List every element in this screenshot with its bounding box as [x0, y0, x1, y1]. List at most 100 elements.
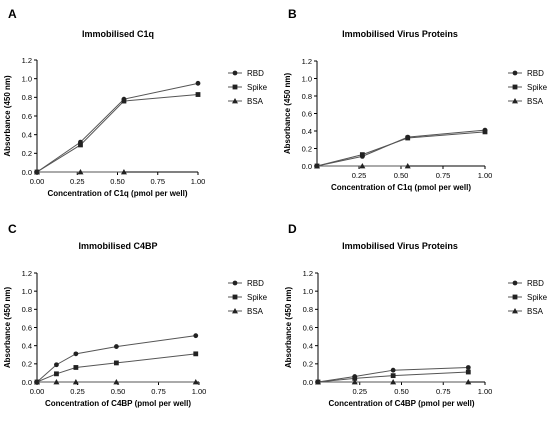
- data-point-bsa: [315, 379, 321, 385]
- data-point-rbd: [390, 367, 396, 373]
- legend-label-rbd: RBD: [527, 279, 544, 288]
- x-tick-label: 0.75: [150, 177, 165, 186]
- data-point-spike: [465, 369, 471, 375]
- y-tick-label: 1.0: [303, 287, 313, 296]
- y-tick-label: 0.6: [22, 112, 32, 121]
- x-tick-label: 0.25: [352, 171, 367, 180]
- y-tick-label: 0.6: [22, 323, 32, 332]
- y-axis-label: Absorbance (450 nm): [284, 286, 293, 368]
- legend-marker-bsa: [232, 308, 238, 314]
- series-line-spike: [36, 353, 196, 383]
- chart-panel-b: B Immobilised Virus Proteins 0.0 0.2 0.4 0.6 0…: [283, 7, 548, 192]
- chart-panel-d: D Immobilised Virus Proteins 0.0 0.2 0.4 0.6 0…: [284, 222, 548, 408]
- y-axis-label: Absorbance (450 nm): [283, 72, 292, 154]
- chart-title: Immobilised C1q: [82, 29, 154, 39]
- series-line-rbd: [36, 82, 199, 173]
- series-rbd: [34, 333, 199, 385]
- y-axis-label: Absorbance (450 nm): [3, 286, 12, 368]
- panel-letter: A: [8, 7, 17, 21]
- y-tick-label: 0.0: [22, 378, 32, 387]
- x-axis-label: Concentration of C1q (pmol per well): [47, 189, 187, 198]
- series-rbd: [34, 80, 201, 175]
- data-point-spike: [54, 371, 59, 377]
- data-point-rbd: [465, 365, 471, 370]
- series-line-spike: [317, 371, 469, 383]
- data-point-bsa: [34, 169, 40, 175]
- data-point-bsa: [113, 379, 120, 385]
- series-spike: [314, 129, 488, 169]
- x-tick-label: 0.75: [436, 171, 451, 180]
- legend-marker-rbd: [232, 70, 238, 76]
- data-point-spike: [113, 360, 119, 366]
- series-bsa: [34, 169, 127, 175]
- y-tick-label: 0.2: [303, 360, 313, 369]
- series-line-spike: [316, 131, 486, 167]
- legend-label-rbd: RBD: [247, 69, 264, 78]
- y-tick-label: 1.0: [22, 74, 32, 83]
- data-point-bsa: [77, 169, 84, 175]
- x-tick-label: 0.25: [70, 387, 85, 396]
- legend-marker-rbd: [512, 70, 518, 76]
- y-tick-label: 0.0: [302, 162, 312, 171]
- data-point-bsa: [53, 379, 60, 385]
- legend-label-rbd: RBD: [247, 279, 264, 288]
- x-tick-label: 0.75: [436, 387, 451, 396]
- data-point-spike: [193, 351, 199, 357]
- x-tick-label: 1.00: [478, 171, 493, 180]
- chart-title: Immobilised C4BP: [78, 241, 157, 251]
- y-tick-label: 1.2: [302, 57, 312, 66]
- data-point-spike: [78, 142, 83, 148]
- legend-marker-spike: [232, 294, 238, 300]
- data-point-bsa: [314, 163, 320, 169]
- legend-marker-bsa: [512, 98, 518, 104]
- panel-letter: D: [288, 222, 297, 236]
- y-tick-label: 0.8: [22, 93, 32, 102]
- legend-label-bsa: BSA: [247, 97, 264, 106]
- data-point-bsa: [465, 379, 472, 385]
- x-axis-label: Concentration of C4BP (pmol per well): [328, 399, 474, 408]
- x-tick-label: 0.50: [111, 387, 126, 396]
- legend-marker-bsa: [232, 98, 238, 104]
- data-point-spike: [73, 365, 79, 370]
- x-tick-label: 0.25: [70, 177, 85, 186]
- x-tick-label: 0.25: [352, 387, 367, 396]
- chart-title: Immobilised Virus Proteins: [342, 241, 458, 251]
- y-tick-label: 0.0: [303, 378, 313, 387]
- y-tick-label: 0.8: [303, 305, 313, 314]
- data-point-bsa: [359, 163, 366, 169]
- legend-label-bsa: BSA: [527, 307, 544, 316]
- y-tick-label: 0.2: [22, 360, 32, 369]
- x-tick-label: 1.00: [191, 177, 206, 186]
- x-tick-label: 1.00: [478, 387, 493, 396]
- legend-label-spike: Spike: [527, 293, 548, 302]
- chart-panel-c: C Immobilised C4BP 0.0 0.2 0.4 0.6 0.8 1.0 1.2 0.…: [3, 222, 268, 408]
- y-tick-label: 0.4: [22, 130, 32, 139]
- x-tick-label: 0.50: [110, 177, 125, 186]
- series-line-rbd: [36, 335, 196, 383]
- x-tick-label: 0.50: [394, 171, 409, 180]
- data-point-rbd: [73, 351, 79, 357]
- series-bsa: [34, 379, 199, 385]
- series-line-spike: [36, 94, 199, 173]
- data-point-bsa: [192, 379, 199, 385]
- data-point-rbd: [113, 344, 119, 349]
- y-tick-label: 0.0: [22, 168, 32, 177]
- legend-label-bsa: BSA: [527, 97, 544, 106]
- panel-letter: C: [8, 222, 17, 236]
- x-tick-label: 0.75: [151, 387, 166, 396]
- y-tick-label: 0.4: [303, 341, 313, 350]
- x-tick-label: 0.00: [30, 387, 45, 396]
- x-tick-label: 0.50: [394, 387, 409, 396]
- y-tick-label: 1.0: [302, 74, 312, 83]
- legend-marker-rbd: [232, 280, 238, 286]
- data-point-spike: [390, 373, 396, 379]
- x-axis-label: Concentration of C4BP (pmol per well): [45, 399, 191, 408]
- x-tick-label: 1.00: [192, 387, 207, 396]
- chart-panel-a: A Immobilised C1q 0.0 0.2 0.4 0.6 0.8 1.0 1.2 0.0…: [3, 7, 268, 198]
- data-point-spike: [352, 375, 358, 381]
- legend-label-spike: Spike: [247, 293, 268, 302]
- data-point-rbd: [193, 333, 199, 339]
- chart-title: Immobilised Virus Proteins: [342, 29, 458, 39]
